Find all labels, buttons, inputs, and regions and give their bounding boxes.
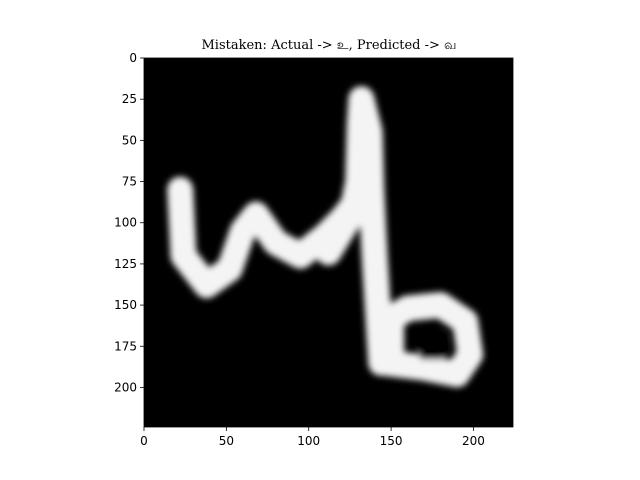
x-tick-label: 50 [219, 434, 234, 448]
axes-frame [143, 57, 514, 428]
image-axes: 0 50 100 150 200 0 25 50 75 100 125 150 175 200 [114, 51, 514, 448]
y-axis: 0 25 50 75 100 125 150 175 200 [114, 51, 144, 394]
handwriting-strokes [167, 86, 484, 388]
x-tick-label: 200 [462, 434, 485, 448]
y-tick-label: 0 [129, 51, 137, 65]
y-tick-label: 50 [122, 133, 137, 147]
chart-title: Mistaken: Actual -> உ, Predicted -> வ [202, 38, 457, 53]
x-tick-label: 150 [380, 434, 403, 448]
x-tick-label: 100 [297, 434, 320, 448]
y-tick-label: 150 [114, 298, 137, 312]
stroke-bottom-loop [371, 292, 484, 388]
y-tick-label: 175 [114, 339, 137, 353]
y-tick-label: 200 [114, 380, 137, 394]
y-tick-label: 125 [114, 257, 137, 271]
y-tick-label: 75 [122, 175, 137, 189]
x-axis: 0 50 100 150 200 [140, 427, 485, 448]
stroke-hole [419, 333, 446, 360]
y-tick-label: 100 [114, 216, 137, 230]
stroke-tall-stem [315, 86, 395, 376]
y-tick-label: 25 [122, 92, 137, 106]
x-tick-label: 0 [140, 434, 148, 448]
